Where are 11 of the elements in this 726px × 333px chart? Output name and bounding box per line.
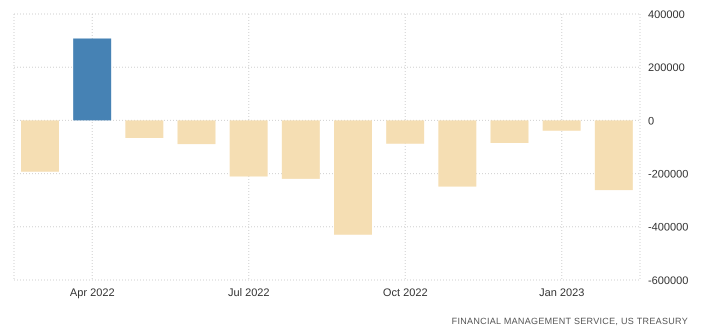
y-tick-label: 400000	[648, 8, 685, 21]
y-tick-label: -600000	[648, 274, 688, 287]
x-tick-label: Oct 2022	[382, 286, 428, 299]
x-tick-label: Apr 2022	[70, 286, 115, 299]
text: FINANCIAL MANAGEMENT SERVICE, US TREASURY	[452, 316, 688, 326]
y-tick-label: 0	[648, 115, 654, 128]
y-tick-label: 200000	[648, 62, 685, 74]
y-tick-label: -200000	[648, 168, 688, 181]
y-tick-label: -400000	[648, 222, 688, 234]
x-tick-label: Jul 2022	[228, 286, 270, 299]
x-tick-label: Jan 2023	[539, 286, 584, 299]
